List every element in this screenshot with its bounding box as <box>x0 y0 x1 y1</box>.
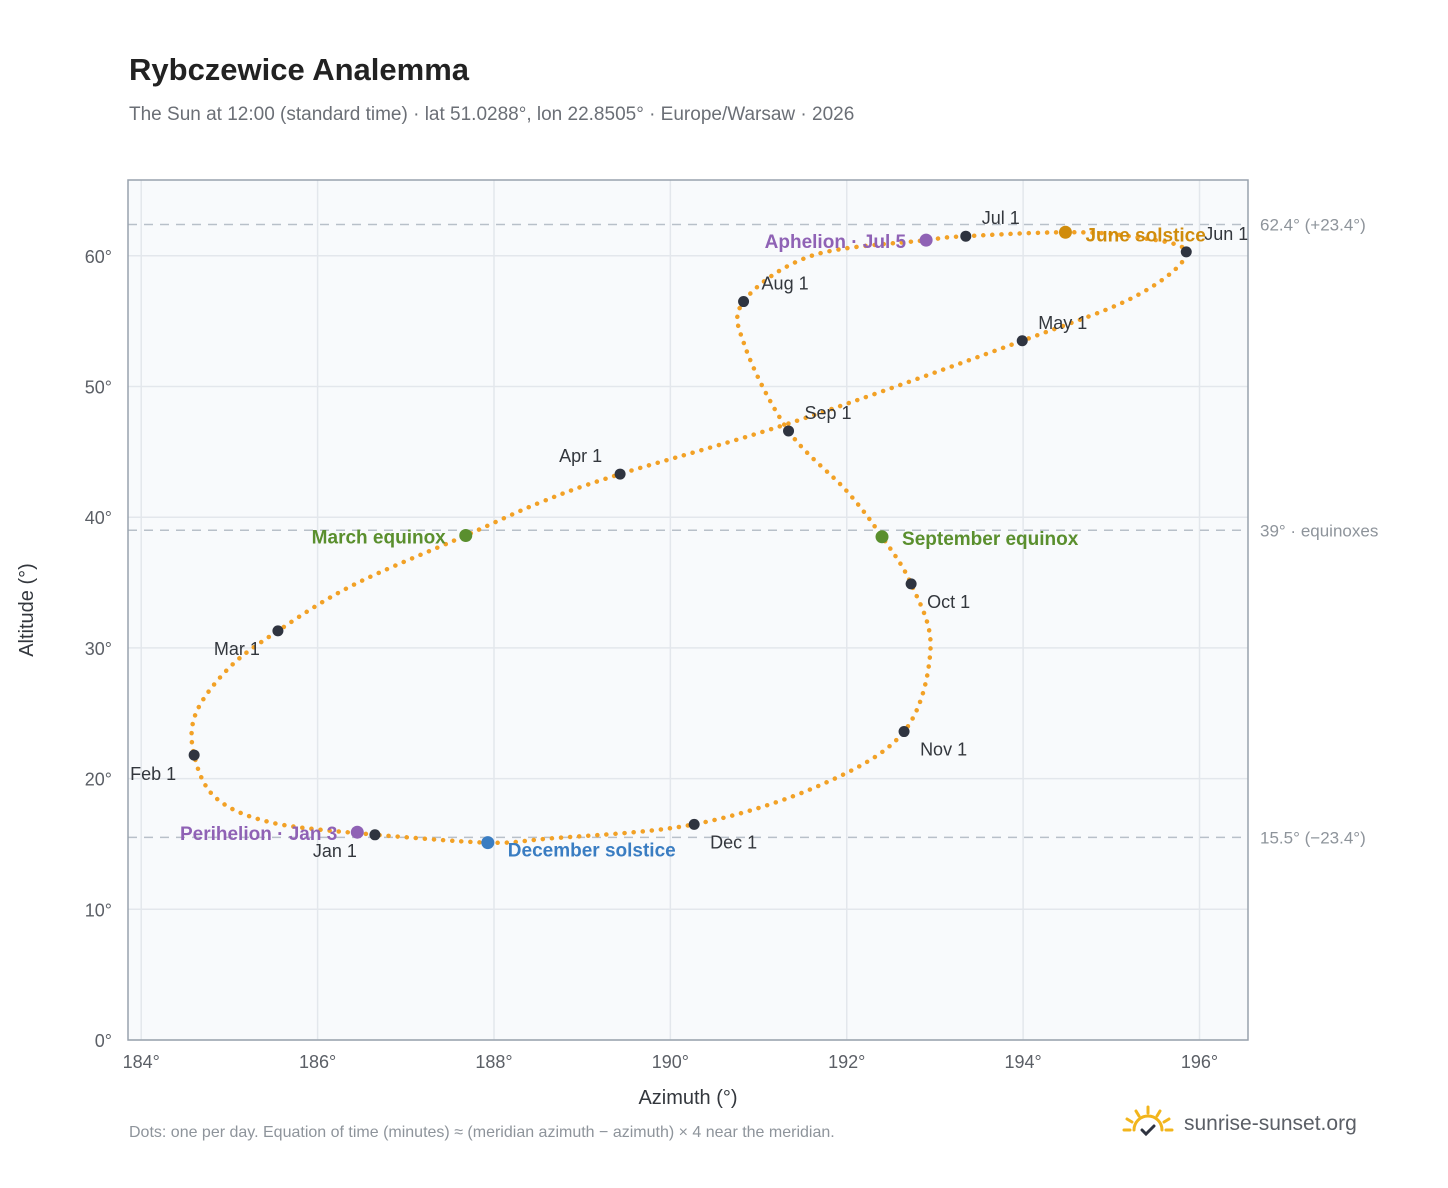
month-marker <box>614 468 626 480</box>
month-marker <box>898 726 910 738</box>
chart-subtitle: The Sun at 12:00 (standard time) · lat 5… <box>129 104 855 125</box>
month-marker <box>188 749 200 761</box>
month-label: May 1 <box>1038 313 1087 333</box>
event-label: September equinox <box>902 529 1079 550</box>
event-label: June solstice <box>1085 225 1205 246</box>
event-marker <box>1058 225 1072 239</box>
event-marker <box>919 233 933 247</box>
month-marker <box>369 829 381 841</box>
month-markers: Jan 1 Feb 1 Mar 1 Apr 1 May 1 Jun 1 Jul 1 Aug 1… <box>130 208 1248 861</box>
event-marker <box>350 825 364 839</box>
month-marker <box>688 818 700 830</box>
x-tick-label: 196° <box>1181 1052 1218 1072</box>
month-label: Aug 1 <box>762 274 809 294</box>
x-axis-label: Azimuth (°) <box>638 1087 737 1109</box>
event-label: Perihelion · Jan 3 <box>180 824 337 845</box>
x-tick-label: 192° <box>828 1052 865 1072</box>
event-label: Aphelion · Jul 5 <box>765 232 907 253</box>
event-marker <box>481 836 495 850</box>
event-marker <box>875 530 889 544</box>
month-label: Sep 1 <box>805 403 852 423</box>
month-label: Jan 1 <box>313 841 357 861</box>
y-tick-label: 0° <box>95 1031 112 1051</box>
month-marker <box>1016 335 1028 347</box>
month-label: Apr 1 <box>559 446 602 466</box>
brand-text: sunrise-sunset.org <box>1184 1112 1357 1135</box>
event-label: March equinox <box>312 528 447 549</box>
x-tick-label: 186° <box>299 1052 336 1072</box>
y-tick-label: 20° <box>85 770 112 790</box>
plot-frame <box>127 179 1249 1041</box>
month-marker <box>272 625 284 637</box>
brand-logo[interactable]: sunrise-sunset.org <box>1120 1102 1357 1146</box>
x-tick-label: 190° <box>652 1052 689 1072</box>
month-label: Jul 1 <box>982 208 1020 228</box>
month-label: Oct 1 <box>927 592 970 612</box>
month-marker <box>783 425 795 437</box>
month-label: Dec 1 <box>710 832 757 852</box>
month-label: Feb 1 <box>130 764 176 784</box>
month-marker <box>1180 246 1192 258</box>
event-marker <box>459 529 473 543</box>
chart-footnote: Dots: one per day. Equation of time (min… <box>129 1124 835 1141</box>
x-axis-ticks: 184° 186° 188° 190° 192° 194° 196° <box>123 1052 1219 1072</box>
y-axis-ticks: 0° 10° 20° 30° 40° 50° 60° <box>85 247 112 1051</box>
reference-line-label: 62.4° (+23.4°) <box>1260 215 1366 234</box>
y-tick-label: 10° <box>85 900 112 920</box>
month-label: Jun 1 <box>1204 224 1248 244</box>
chart-title: Rybczewice Analemma <box>129 52 470 87</box>
y-tick-label: 40° <box>85 508 112 528</box>
month-label: Mar 1 <box>214 639 260 659</box>
month-marker <box>905 578 917 590</box>
y-axis-label: Altitude (°) <box>16 563 38 657</box>
y-tick-label: 50° <box>85 378 112 398</box>
x-tick-label: 184° <box>123 1052 160 1072</box>
reference-line-label: 15.5° (−23.4°) <box>1260 828 1366 847</box>
event-markers: Perihelion · Jan 3 December solstice March… <box>180 225 1206 861</box>
sun-logo-icon <box>1122 1105 1174 1137</box>
y-tick-label: 30° <box>85 639 112 659</box>
plot-area <box>128 180 1248 1040</box>
reference-line-label: 39° · equinoxes <box>1260 521 1378 540</box>
x-tick-label: 194° <box>1005 1052 1042 1072</box>
month-marker <box>960 230 972 242</box>
event-label: December solstice <box>508 841 676 862</box>
y-tick-label: 60° <box>85 247 112 267</box>
month-label: Nov 1 <box>920 740 967 760</box>
month-marker <box>738 296 750 308</box>
x-tick-label: 188° <box>475 1052 512 1072</box>
reference-lines: 62.4° (+23.4°) 39° · equinoxes 15.5° (−23.… <box>128 215 1378 847</box>
